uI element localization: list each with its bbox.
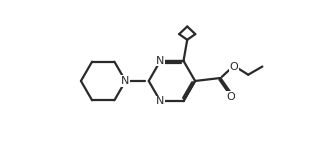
Text: N: N [156, 56, 165, 66]
Text: O: O [226, 92, 235, 102]
Text: N: N [156, 96, 165, 106]
Text: N: N [121, 76, 130, 86]
Text: O: O [230, 61, 238, 72]
